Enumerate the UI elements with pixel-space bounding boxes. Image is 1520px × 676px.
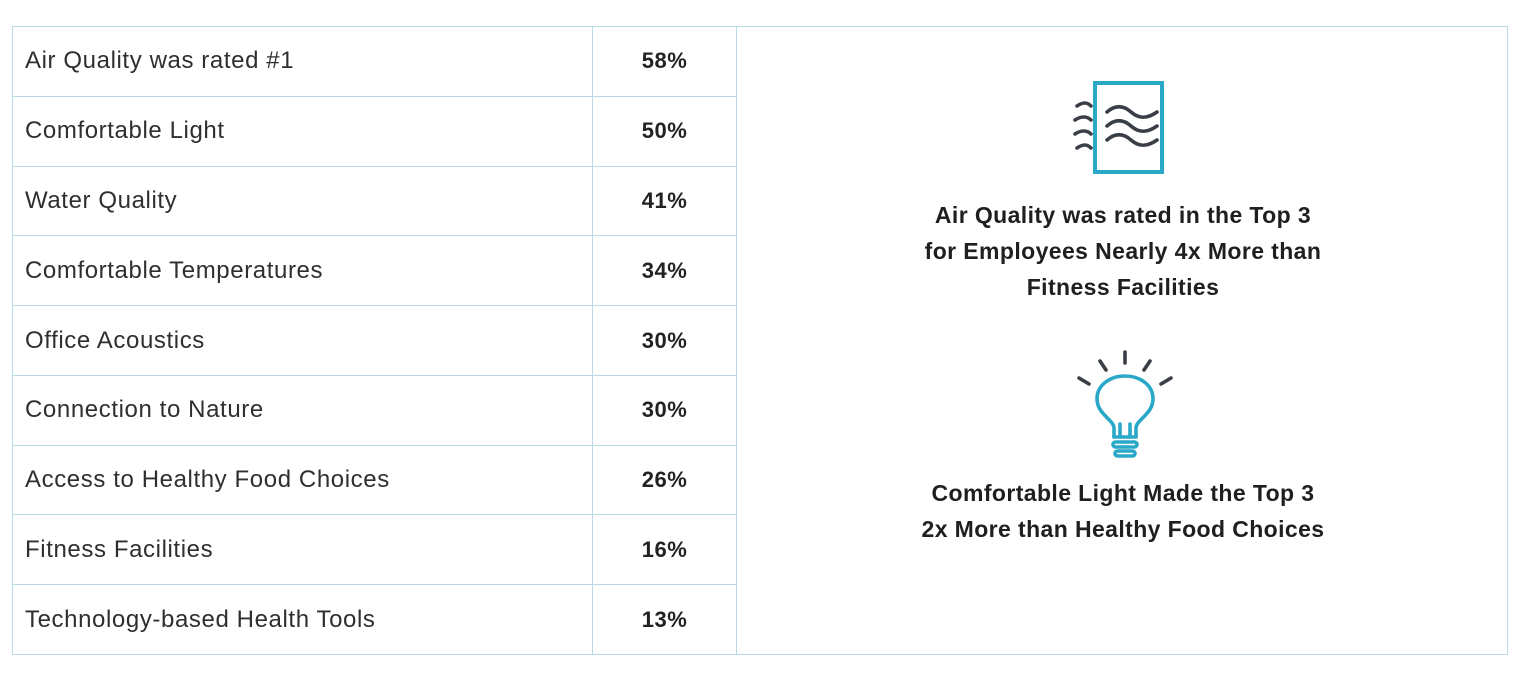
callout-line: 2x More than Healthy Food Choices [921, 516, 1325, 542]
table-row: Comfortable Light 50% [13, 96, 736, 167]
row-label: Technology-based Health Tools [13, 585, 593, 655]
row-value: 16% [641, 536, 688, 562]
row-label: Comfortable Light [13, 96, 593, 166]
lightbulb-icon [1077, 350, 1173, 458]
table-row: Comfortable Temperatures 34% [13, 236, 736, 307]
table-row: Connection to Nature 30% [13, 375, 736, 446]
comfortable-light-callout: Comfortable Light Made the Top 3 2x More… [823, 475, 1423, 547]
row-value: 30% [641, 397, 688, 423]
table-row: Air Quality was rated #1 58% [13, 27, 736, 97]
insights-panel: Air Quality was rated in the Top 3 for E… [737, 27, 1507, 654]
row-value: 13% [641, 606, 688, 632]
row-label: Comfortable Temperatures [13, 236, 593, 306]
row-value: 34% [641, 257, 688, 283]
row-value: 26% [641, 467, 688, 493]
row-value: 58% [641, 48, 688, 74]
table-row: Office Acoustics 30% [13, 306, 736, 376]
table-row: Water Quality 41% [13, 166, 736, 237]
callout-line: Comfortable Light Made the Top 3 [931, 480, 1315, 506]
air-quality-callout: Air Quality was rated in the Top 3 for E… [823, 197, 1423, 305]
table-row: Technology-based Health Tools 13% [13, 585, 736, 655]
row-value: 50% [641, 118, 688, 144]
comparison-card: Air Quality was rated #1 58% Comfortable… [12, 26, 1508, 655]
row-label: Water Quality [13, 166, 593, 236]
row-label: Connection to Nature [13, 375, 593, 445]
row-value: 41% [641, 187, 688, 213]
callout-line: Fitness Facilities [1026, 274, 1220, 300]
row-label: Air Quality was rated #1 [13, 27, 593, 96]
row-label: Access to Healthy Food Choices [13, 445, 593, 515]
callout-line: Air Quality was rated in the Top 3 [934, 202, 1312, 228]
air-window-icon [1073, 81, 1164, 174]
row-label: Office Acoustics [13, 306, 593, 375]
table-row: Fitness Facilities 16% [13, 515, 736, 586]
row-label: Fitness Facilities [13, 515, 593, 585]
table-row: Access to Healthy Food Choices 26% [13, 445, 736, 516]
row-value: 30% [641, 327, 688, 353]
ranking-table: Air Quality was rated #1 58% Comfortable… [13, 27, 737, 655]
callout-line: for Employees Nearly 4x More than [924, 238, 1322, 264]
